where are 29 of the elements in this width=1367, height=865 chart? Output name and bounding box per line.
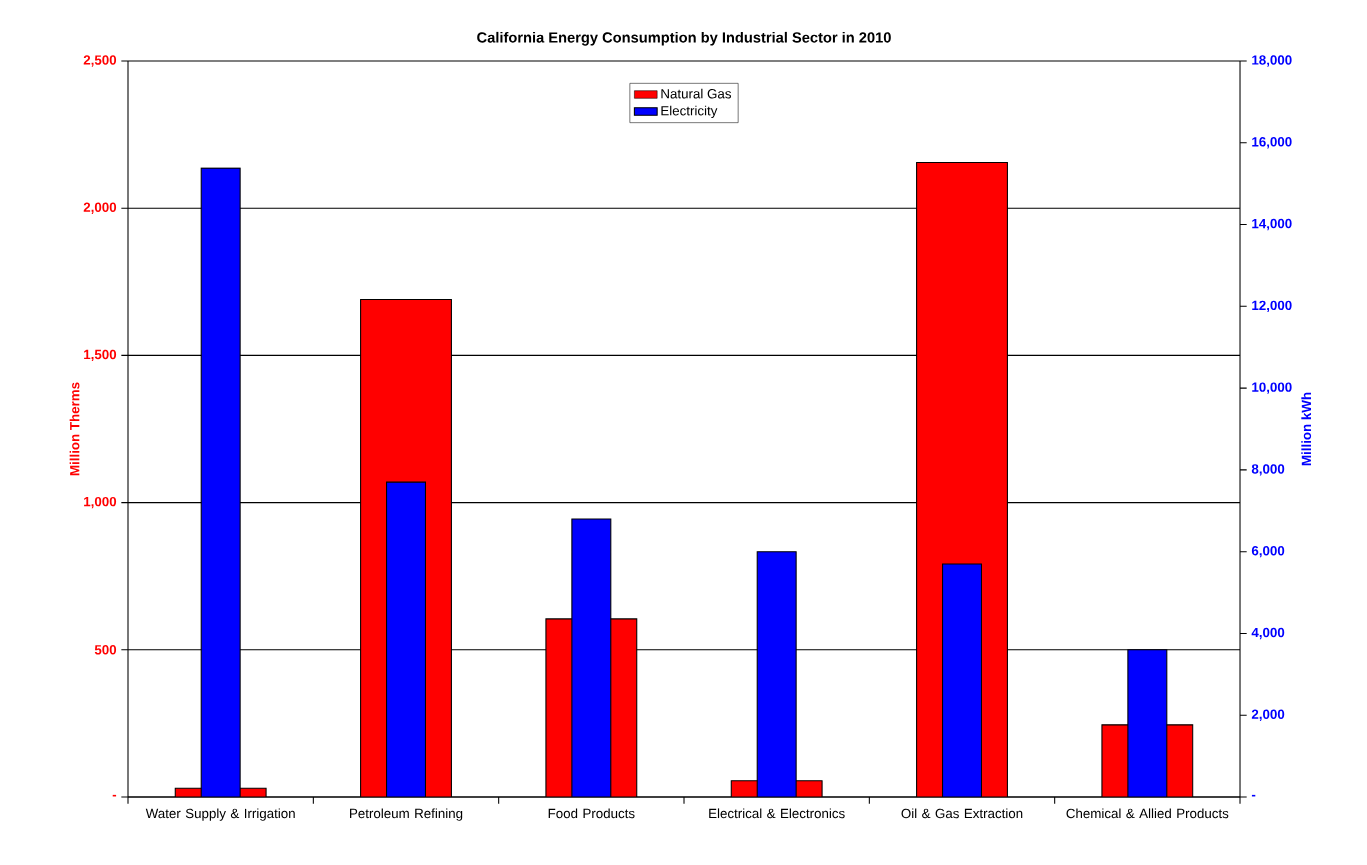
y-tick-label: 1,000 — [84, 496, 117, 509]
y-tick-label: 2,500 — [83, 55, 117, 67]
legend-label: Electricity — [661, 105, 718, 119]
x-tick-label: Electrical & Electronics — [709, 808, 845, 819]
y-tick-label: - — [112, 794, 117, 797]
y2-tick-label: 18,000 — [1252, 55, 1292, 67]
y2-tick-label: 6,000 — [1251, 545, 1285, 558]
x-tick-label: Water Supply & Irrigation — [145, 808, 295, 821]
y2-tick-label: 8,000 — [1251, 464, 1285, 476]
y2-tick-label: 16,000 — [1252, 137, 1292, 149]
y2-tick-label: 4,000 — [1251, 627, 1285, 640]
x-tick-label: Chemical & Allied Products — [1066, 808, 1229, 819]
y2-tick-label: 10,000 — [1252, 382, 1292, 394]
y2-axis-title: Million kWh — [1301, 392, 1312, 466]
bar — [942, 563, 983, 797]
y2-tick-label: 12,000 — [1252, 300, 1292, 313]
y-tick-label: 2,000 — [83, 202, 117, 214]
legend-label: Natural Gas — [661, 88, 731, 99]
y-axis-title: Million Therms — [69, 382, 80, 476]
y2-tick-label: 14,000 — [1252, 218, 1292, 231]
y-tick-label: 1,500 — [84, 349, 117, 362]
y2-tick-label: 2,000 — [1251, 709, 1285, 721]
chart-title: California Energy Consumption by Industrial Sector in 2010 — [477, 31, 891, 46]
x-tick-label: Petroleum Refining — [350, 808, 463, 821]
y2-tick-label: - — [1251, 794, 1256, 797]
x-tick-label: Oil & Gas Extraction — [901, 808, 1023, 819]
y-tick-label: 500 — [94, 645, 117, 655]
x-tick-label: Food Products — [548, 808, 635, 819]
bar — [386, 481, 427, 797]
